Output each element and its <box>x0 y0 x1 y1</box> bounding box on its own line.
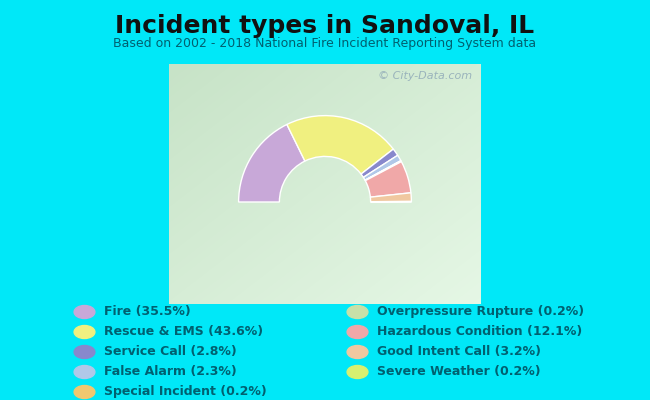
Text: Special Incident (0.2%): Special Incident (0.2%) <box>104 386 266 398</box>
Ellipse shape <box>74 346 95 358</box>
Text: Hazardous Condition (12.1%): Hazardous Condition (12.1%) <box>377 326 582 338</box>
Wedge shape <box>365 162 411 197</box>
Ellipse shape <box>347 366 368 378</box>
Wedge shape <box>239 124 305 202</box>
Text: False Alarm (2.3%): False Alarm (2.3%) <box>104 366 237 378</box>
Text: Good Intent Call (3.2%): Good Intent Call (3.2%) <box>377 346 541 358</box>
Wedge shape <box>361 149 398 177</box>
Wedge shape <box>287 116 393 174</box>
Ellipse shape <box>347 346 368 358</box>
Ellipse shape <box>74 326 95 338</box>
Text: Service Call (2.8%): Service Call (2.8%) <box>104 346 237 358</box>
Text: Based on 2002 - 2018 National Fire Incident Reporting System data: Based on 2002 - 2018 National Fire Incid… <box>114 37 536 50</box>
Text: Severe Weather (0.2%): Severe Weather (0.2%) <box>377 366 541 378</box>
Wedge shape <box>370 193 411 202</box>
Text: Fire (35.5%): Fire (35.5%) <box>104 306 190 318</box>
Wedge shape <box>365 161 402 181</box>
Wedge shape <box>363 155 401 180</box>
Text: Rescue & EMS (43.6%): Rescue & EMS (43.6%) <box>104 326 263 338</box>
Text: © City-Data.com: © City-Data.com <box>378 71 472 81</box>
Ellipse shape <box>74 386 95 398</box>
Ellipse shape <box>74 366 95 378</box>
Text: Overpressure Rupture (0.2%): Overpressure Rupture (0.2%) <box>377 306 584 318</box>
Wedge shape <box>365 161 401 180</box>
Ellipse shape <box>74 306 95 318</box>
Ellipse shape <box>347 306 368 318</box>
Ellipse shape <box>347 326 368 338</box>
Text: Incident types in Sandoval, IL: Incident types in Sandoval, IL <box>116 14 534 38</box>
